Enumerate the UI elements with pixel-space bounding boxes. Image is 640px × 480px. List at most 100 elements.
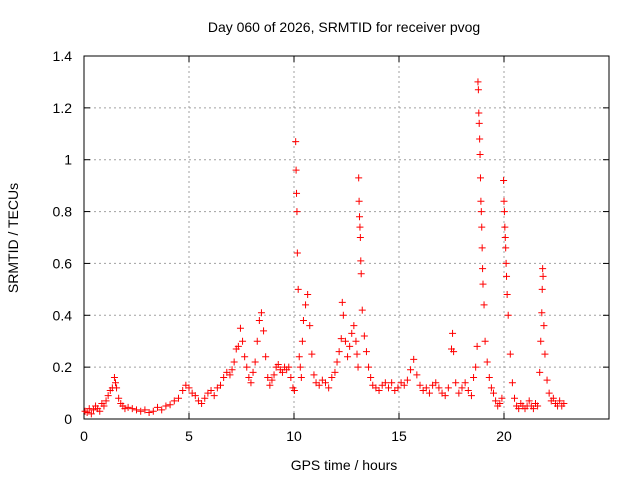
- data-point: [498, 394, 506, 402]
- data-point: [292, 166, 300, 174]
- data-point: [255, 316, 263, 324]
- data-point: [124, 403, 132, 411]
- data-point: [268, 376, 276, 384]
- data-point: [298, 337, 306, 345]
- data-point: [362, 348, 370, 356]
- data-point: [475, 119, 483, 127]
- data-point: [480, 301, 488, 309]
- data-point: [367, 374, 375, 382]
- data-point: [236, 324, 244, 332]
- data-point: [331, 368, 339, 376]
- y-tick-label: 1: [64, 152, 72, 168]
- data-point: [501, 223, 509, 231]
- data-point: [210, 392, 218, 400]
- data-point: [358, 306, 366, 314]
- data-point: [308, 350, 316, 358]
- data-point: [422, 384, 430, 392]
- x-tick-label: 0: [80, 428, 88, 444]
- data-point: [348, 329, 356, 337]
- data-point: [357, 270, 365, 278]
- x-tick-label: 20: [496, 428, 512, 444]
- data-point: [228, 366, 236, 374]
- data-point: [297, 374, 305, 382]
- data-point: [260, 327, 268, 335]
- data-point: [529, 405, 537, 413]
- data-point: [353, 350, 361, 358]
- data-point: [85, 405, 93, 413]
- data-point: [293, 208, 301, 216]
- data-point: [128, 405, 136, 413]
- data-point: [356, 223, 364, 231]
- data-point: [170, 397, 178, 405]
- data-point: [104, 392, 112, 400]
- data-point: [485, 374, 493, 382]
- data-point: [251, 358, 259, 366]
- data-point: [502, 259, 510, 267]
- data-point: [296, 363, 304, 371]
- data-point: [385, 384, 392, 392]
- data-point: [201, 394, 209, 402]
- data-point: [207, 386, 215, 394]
- data-point: [257, 309, 265, 317]
- y-tick-label: 0.2: [53, 359, 73, 375]
- data-point: [452, 379, 460, 387]
- data-point: [121, 405, 129, 413]
- y-tick-label: 0: [64, 411, 72, 427]
- data-point: [341, 337, 349, 345]
- data-point: [310, 371, 318, 379]
- data-point: [315, 381, 323, 389]
- data-point: [266, 381, 274, 389]
- data-point: [475, 109, 483, 117]
- data-point: [302, 301, 310, 309]
- data-point: [292, 138, 300, 146]
- data-point: [474, 86, 482, 94]
- plot-frame: [83, 55, 610, 420]
- data-point: [278, 368, 286, 376]
- data-point: [450, 348, 458, 356]
- data-point: [496, 399, 504, 407]
- data-point: [506, 350, 514, 358]
- data-point: [304, 291, 312, 299]
- data-point: [339, 311, 347, 319]
- data-point: [322, 379, 329, 387]
- data-point: [287, 374, 295, 382]
- data-point: [262, 353, 270, 361]
- data-point: [492, 397, 500, 405]
- data-point: [333, 358, 341, 366]
- data-point: [479, 265, 487, 273]
- data-point: [335, 348, 343, 356]
- data-points: [81, 78, 568, 418]
- data-point: [538, 309, 546, 317]
- data-point: [191, 392, 199, 400]
- data-point: [441, 392, 449, 400]
- y-tick-label: 1.2: [53, 100, 73, 116]
- x-tick-label: 10: [286, 428, 302, 444]
- data-point: [472, 363, 480, 371]
- data-point: [350, 322, 358, 330]
- data-point: [325, 384, 333, 392]
- data-point: [403, 376, 411, 384]
- data-point: [490, 389, 497, 397]
- data-point: [536, 368, 544, 376]
- data-point: [83, 409, 91, 417]
- data-point: [137, 407, 145, 415]
- data-point: [179, 386, 187, 394]
- data-point: [407, 366, 415, 374]
- data-point: [458, 384, 466, 392]
- data-point: [413, 371, 421, 379]
- y-tick-label: 0.8: [53, 204, 73, 220]
- data-point: [100, 402, 108, 410]
- data-point: [473, 342, 481, 350]
- data-point: [500, 197, 508, 205]
- data-point: [476, 135, 484, 143]
- data-point: [435, 384, 443, 392]
- data-point: [461, 379, 469, 387]
- x-tick-label: 5: [185, 428, 193, 444]
- data-point: [478, 244, 486, 252]
- data-point: [141, 406, 149, 414]
- data-point: [515, 405, 523, 413]
- x-axis-label: GPS time / hours: [291, 457, 398, 473]
- data-point: [274, 361, 282, 369]
- data-point: [444, 384, 452, 392]
- data-point: [511, 394, 518, 402]
